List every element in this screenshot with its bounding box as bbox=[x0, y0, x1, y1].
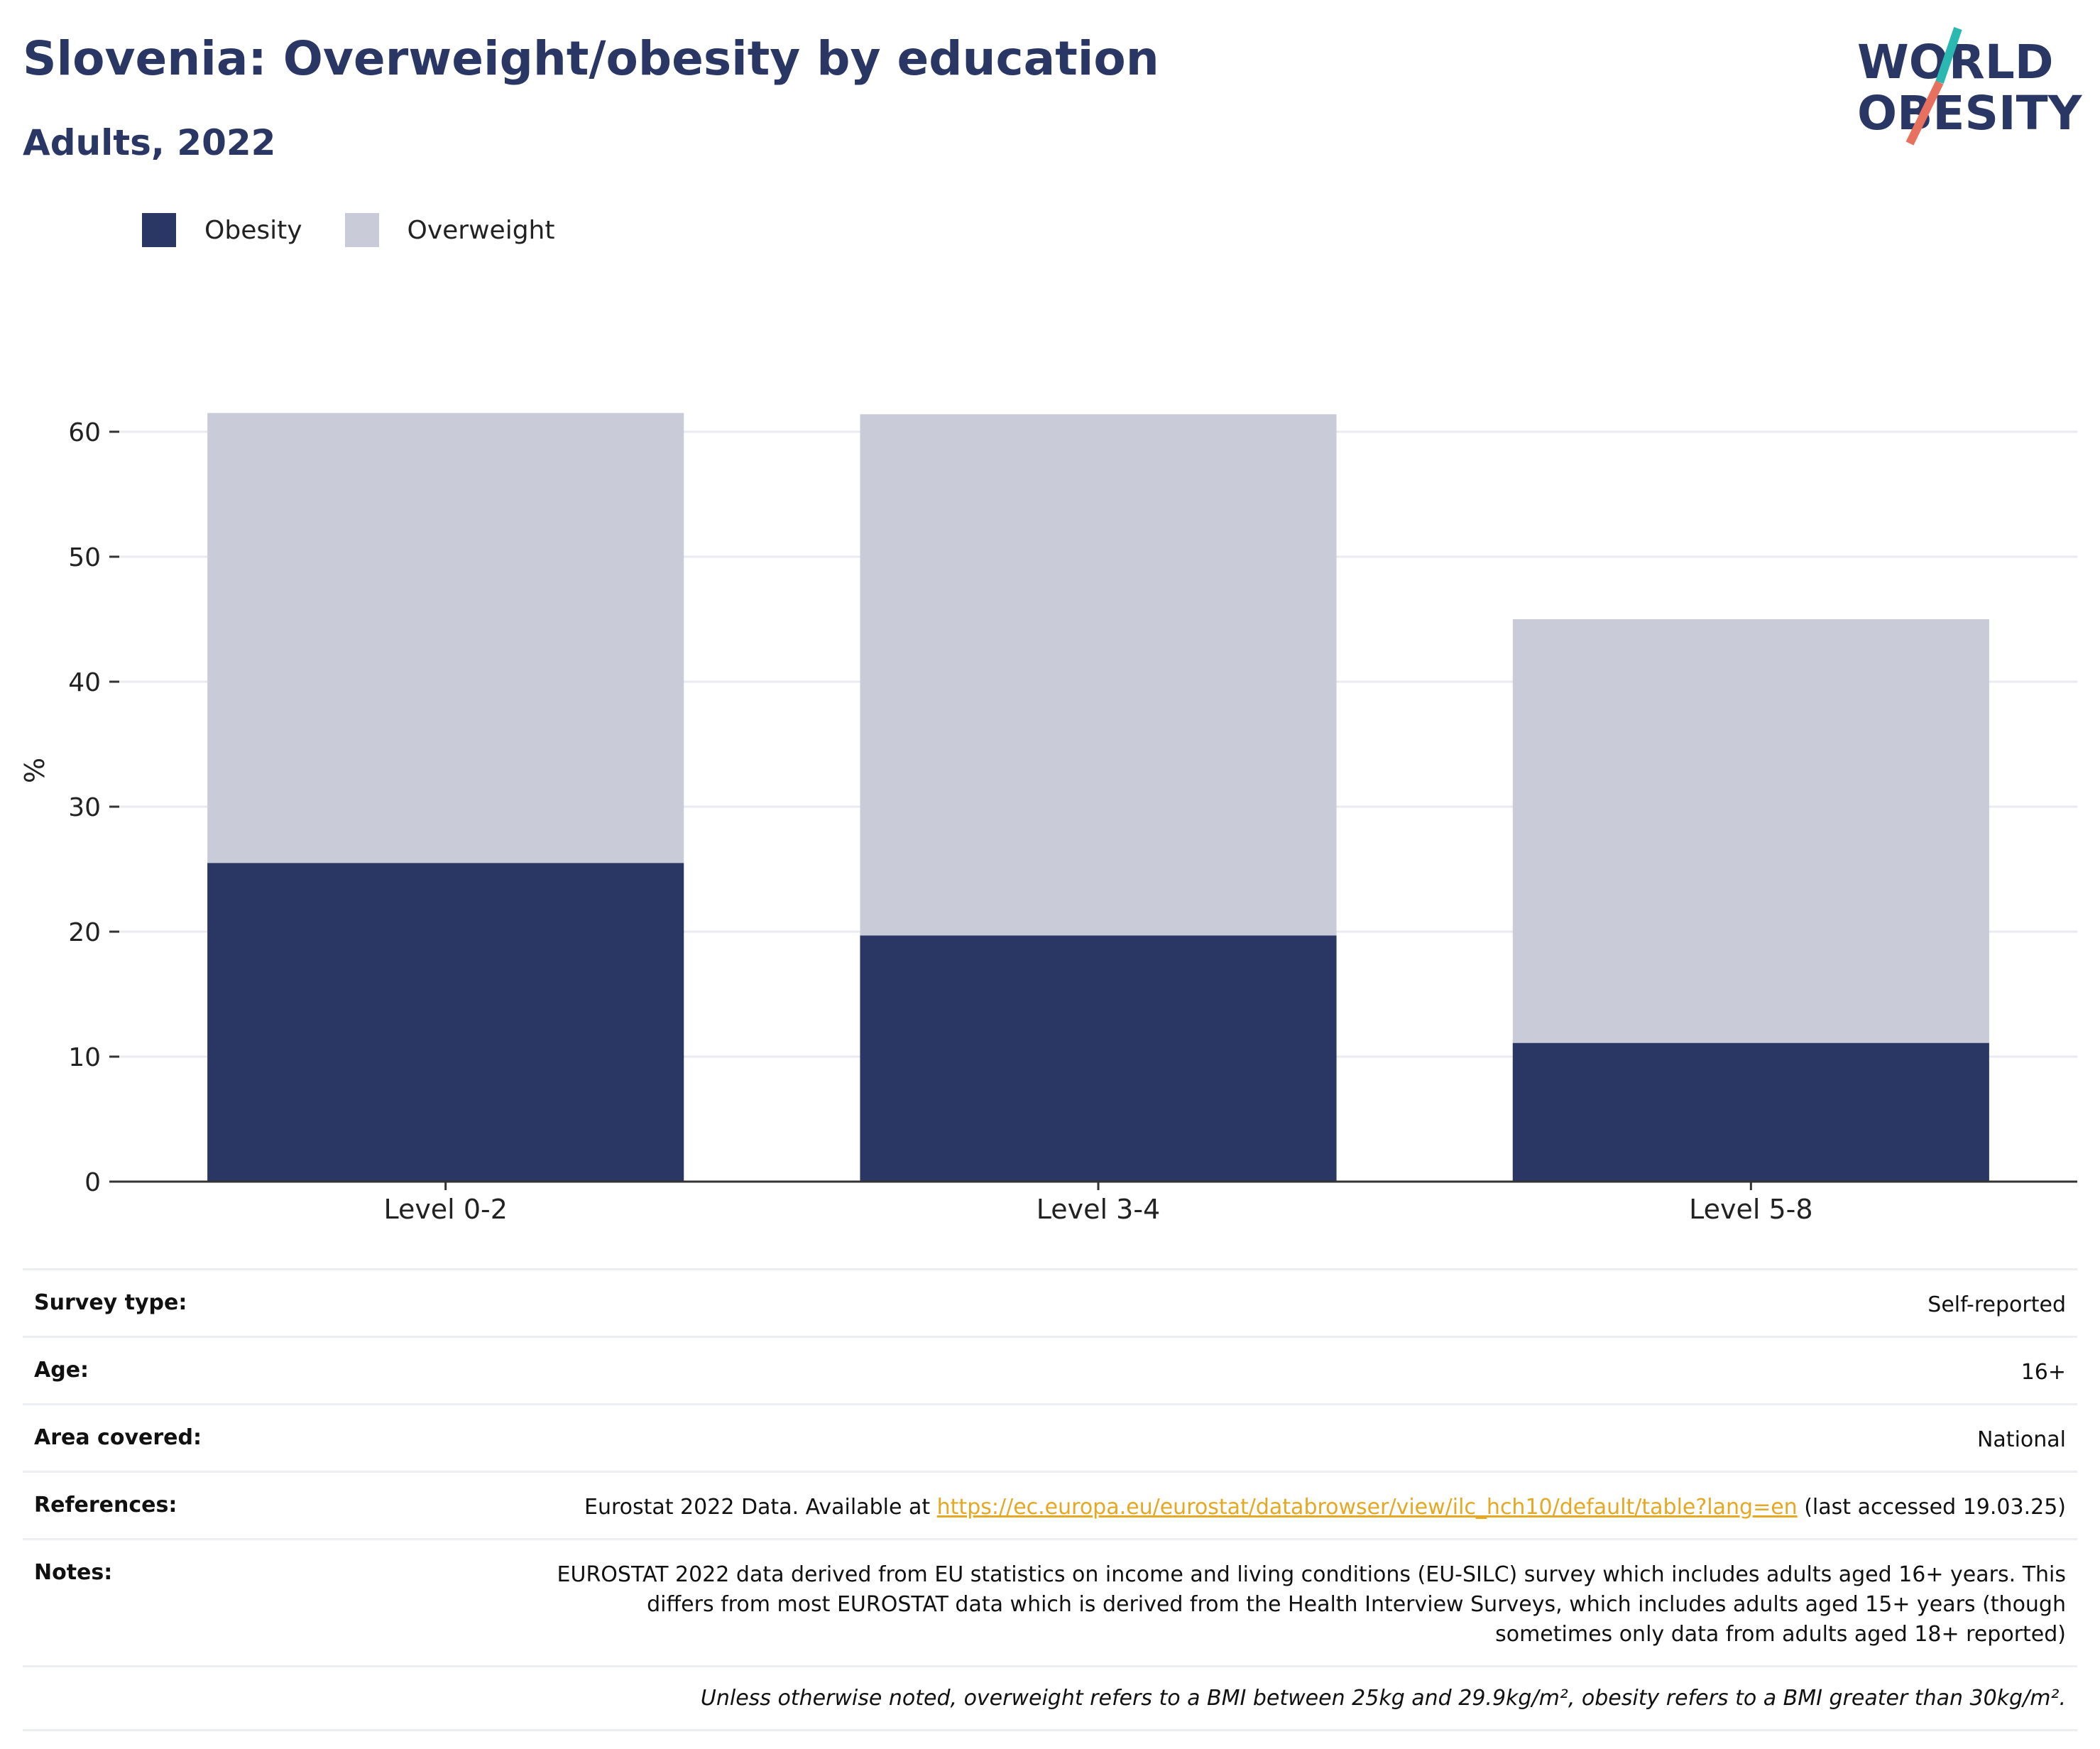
y-tick-label-20: 20 bbox=[68, 918, 101, 947]
bar-obesity-2[interactable] bbox=[860, 935, 1337, 1182]
chart-title: Slovenia: Overweight/obesity by educatio… bbox=[23, 31, 1159, 86]
y-tick-label-30: 30 bbox=[68, 793, 101, 822]
meta-label-age: Age: bbox=[34, 1358, 89, 1383]
chart-bars bbox=[207, 413, 1989, 1182]
legend-swatch-overweight bbox=[344, 213, 379, 247]
chart-subtitle: Adults, 2022 bbox=[23, 122, 276, 163]
meta-value-area: National bbox=[1976, 1427, 2066, 1452]
logo-slash-top bbox=[1935, 27, 1962, 84]
bar-overweight-1[interactable] bbox=[207, 413, 684, 863]
references-prefix: Eurostat 2022 Data. Available at bbox=[584, 1495, 937, 1520]
meta-row-age: Age: 16+ bbox=[23, 1336, 2077, 1403]
meta-value-survey-type: Self-reported bbox=[1927, 1292, 2066, 1317]
meta-row-area: Area covered: National bbox=[23, 1403, 2077, 1471]
bmi-footnote: Unless otherwise noted, overweight refer… bbox=[23, 1665, 2077, 1731]
y-axis: 0 10 20 30 40 50 60 bbox=[68, 418, 119, 1197]
chart-legend: Obesity Overweight bbox=[142, 210, 597, 250]
meta-row-survey-type: Survey type: Self-reported bbox=[23, 1268, 2077, 1336]
logo-slash-bottom bbox=[1905, 80, 1944, 146]
meta-value-references: Eurostat 2022 Data. Available at https:/… bbox=[584, 1493, 2066, 1522]
legend-item-overweight[interactable]: Overweight bbox=[344, 213, 555, 247]
y-tick-label-0: 0 bbox=[84, 1168, 101, 1197]
meta-row-notes: Notes: EUROSTAT 2022 data derived from E… bbox=[23, 1538, 2077, 1665]
y-tick-label-10: 10 bbox=[68, 1043, 101, 1072]
bar-obesity-1[interactable] bbox=[207, 863, 684, 1182]
legend-label-obesity: Obesity bbox=[204, 215, 302, 245]
meta-label-survey-type: Survey type: bbox=[34, 1290, 187, 1315]
bar-overweight-2[interactable] bbox=[860, 414, 1337, 936]
metadata-table: Survey type: Self-reported Age: 16+ Area… bbox=[23, 1268, 2077, 1731]
y-tick-label-60: 60 bbox=[68, 418, 101, 447]
x-tick-label-3: Level 5-8 bbox=[1689, 1194, 1812, 1221]
y-axis-label: % bbox=[19, 758, 50, 783]
y-tick-label-40: 40 bbox=[68, 668, 101, 697]
x-tick-label-2: Level 3-4 bbox=[1037, 1194, 1160, 1221]
bar-obesity-3[interactable] bbox=[1512, 1042, 1989, 1182]
references-link[interactable]: https://ec.europa.eu/eurostat/databrowse… bbox=[936, 1495, 1798, 1520]
stacked-bar-chart: 0 10 20 30 40 50 60 Level 0-2 Level 3-4 Level 5-… bbox=[19, 413, 2077, 1221]
meta-row-references: References: Eurostat 2022 Data. Availabl… bbox=[23, 1471, 2077, 1538]
y-tick-label-50: 50 bbox=[68, 543, 101, 572]
world-obesity-logo: WORLD OBESITY bbox=[1857, 27, 2083, 146]
references-suffix: (last accessed 19.03.25) bbox=[1797, 1495, 2066, 1520]
x-tick-label-1: Level 0-2 bbox=[383, 1194, 507, 1221]
bar-overweight-3[interactable] bbox=[1512, 619, 1989, 1043]
legend-item-obesity[interactable]: Obesity bbox=[142, 213, 302, 247]
meta-value-age: 16+ bbox=[2020, 1360, 2066, 1385]
meta-label-notes: Notes: bbox=[34, 1560, 113, 1585]
x-axis: Level 0-2 Level 3-4 Level 5-8 bbox=[119, 1180, 2077, 1221]
legend-label-overweight: Overweight bbox=[407, 215, 555, 245]
legend-swatch-obesity bbox=[142, 213, 176, 247]
logo-line-obesity: OBESITY bbox=[1857, 86, 2083, 141]
meta-value-notes: EUROSTAT 2022 data derived from EU stati… bbox=[557, 1562, 2066, 1647]
meta-label-area: Area covered: bbox=[34, 1425, 202, 1450]
meta-label-references: References: bbox=[34, 1493, 177, 1518]
